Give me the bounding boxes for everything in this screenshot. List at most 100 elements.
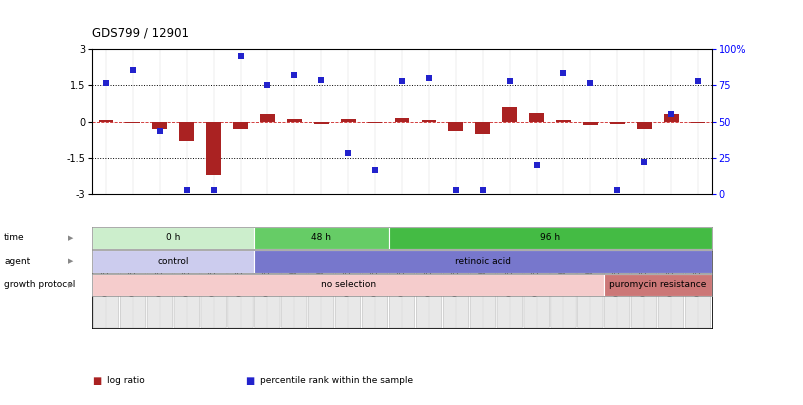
Text: GSM25979: GSM25979 <box>128 254 137 296</box>
Text: GSM26021: GSM26021 <box>558 254 567 295</box>
FancyBboxPatch shape <box>227 253 253 328</box>
FancyBboxPatch shape <box>281 253 307 328</box>
Bar <box>582 122 597 125</box>
Point <box>180 186 193 193</box>
Bar <box>690 122 704 123</box>
Point <box>395 78 408 85</box>
Text: GSM26020: GSM26020 <box>532 254 540 296</box>
FancyBboxPatch shape <box>470 253 495 328</box>
Point <box>369 167 381 173</box>
Bar <box>92 250 254 273</box>
Text: GSM26007: GSM26007 <box>182 254 191 296</box>
Bar <box>394 118 409 122</box>
FancyBboxPatch shape <box>120 253 145 328</box>
Bar <box>603 274 711 296</box>
FancyBboxPatch shape <box>335 253 361 328</box>
Text: ▶: ▶ <box>68 258 73 264</box>
Bar <box>528 113 544 121</box>
Point <box>422 75 434 81</box>
Point <box>583 79 596 86</box>
FancyBboxPatch shape <box>201 253 226 328</box>
Text: 48 h: 48 h <box>311 233 331 243</box>
Text: 0 h: 0 h <box>165 233 180 243</box>
Point <box>261 82 274 88</box>
Text: GSM26013: GSM26013 <box>343 254 353 296</box>
FancyBboxPatch shape <box>631 253 656 328</box>
Bar <box>367 122 382 123</box>
Point <box>449 186 462 193</box>
Text: ▶: ▶ <box>68 282 73 288</box>
Point <box>207 186 220 193</box>
Point <box>341 150 354 156</box>
Bar <box>636 122 651 129</box>
Point <box>664 111 677 117</box>
Text: GSM26023: GSM26023 <box>612 254 621 296</box>
Point <box>503 78 516 85</box>
FancyBboxPatch shape <box>658 253 683 328</box>
FancyBboxPatch shape <box>685 253 710 328</box>
Text: GSM26006: GSM26006 <box>155 254 164 296</box>
Bar <box>99 120 113 122</box>
FancyBboxPatch shape <box>416 253 441 328</box>
Bar <box>388 227 711 249</box>
Bar <box>421 120 436 122</box>
FancyBboxPatch shape <box>173 253 199 328</box>
Point <box>126 67 139 74</box>
Bar <box>287 119 301 122</box>
Bar <box>556 120 570 122</box>
Text: GSM26008: GSM26008 <box>209 254 218 296</box>
FancyBboxPatch shape <box>524 253 548 328</box>
Bar <box>259 114 275 122</box>
Text: GSM26025: GSM26025 <box>666 254 675 296</box>
FancyBboxPatch shape <box>577 253 602 328</box>
Bar <box>663 114 678 122</box>
Text: GSM26009: GSM26009 <box>236 254 245 296</box>
Bar <box>92 274 603 296</box>
FancyBboxPatch shape <box>362 253 387 328</box>
Point <box>234 53 247 59</box>
Text: GSM26015: GSM26015 <box>397 254 406 296</box>
Text: agent: agent <box>4 257 31 266</box>
Text: ▶: ▶ <box>68 235 73 241</box>
Bar <box>233 122 247 129</box>
Point <box>529 162 542 168</box>
Point <box>556 70 569 76</box>
Bar <box>475 122 490 134</box>
Bar <box>313 122 328 124</box>
Text: retinoic acid: retinoic acid <box>454 257 510 266</box>
Text: GSM26019: GSM26019 <box>504 254 514 296</box>
Text: no selection: no selection <box>320 280 375 290</box>
Text: log ratio: log ratio <box>107 376 145 385</box>
Text: GSM26010: GSM26010 <box>263 254 271 296</box>
Text: GSM26018: GSM26018 <box>478 254 487 295</box>
Bar <box>254 250 711 273</box>
FancyBboxPatch shape <box>550 253 576 328</box>
Point <box>287 72 300 79</box>
Bar <box>92 227 254 249</box>
Text: GSM25978: GSM25978 <box>101 254 110 296</box>
Text: percentile rank within the sample: percentile rank within the sample <box>259 376 412 385</box>
Text: GSM26026: GSM26026 <box>693 254 702 296</box>
FancyBboxPatch shape <box>308 253 333 328</box>
FancyBboxPatch shape <box>389 253 414 328</box>
Bar <box>609 122 624 124</box>
Bar <box>254 227 388 249</box>
Point <box>637 158 650 165</box>
Text: ■: ■ <box>92 376 102 386</box>
Text: GSM26011: GSM26011 <box>289 254 299 295</box>
Bar <box>152 122 167 129</box>
Point <box>153 128 166 134</box>
Text: growth protocol: growth protocol <box>4 280 75 290</box>
Text: GSM26016: GSM26016 <box>424 254 433 296</box>
Point <box>610 186 623 193</box>
FancyBboxPatch shape <box>604 253 630 328</box>
FancyBboxPatch shape <box>93 253 118 328</box>
Bar <box>125 122 140 123</box>
Text: control: control <box>157 257 189 266</box>
Text: time: time <box>4 233 25 243</box>
Text: GSM26017: GSM26017 <box>450 254 460 296</box>
Text: GSM26012: GSM26012 <box>316 254 325 295</box>
FancyBboxPatch shape <box>147 253 172 328</box>
Point <box>691 78 703 85</box>
FancyBboxPatch shape <box>255 253 279 328</box>
